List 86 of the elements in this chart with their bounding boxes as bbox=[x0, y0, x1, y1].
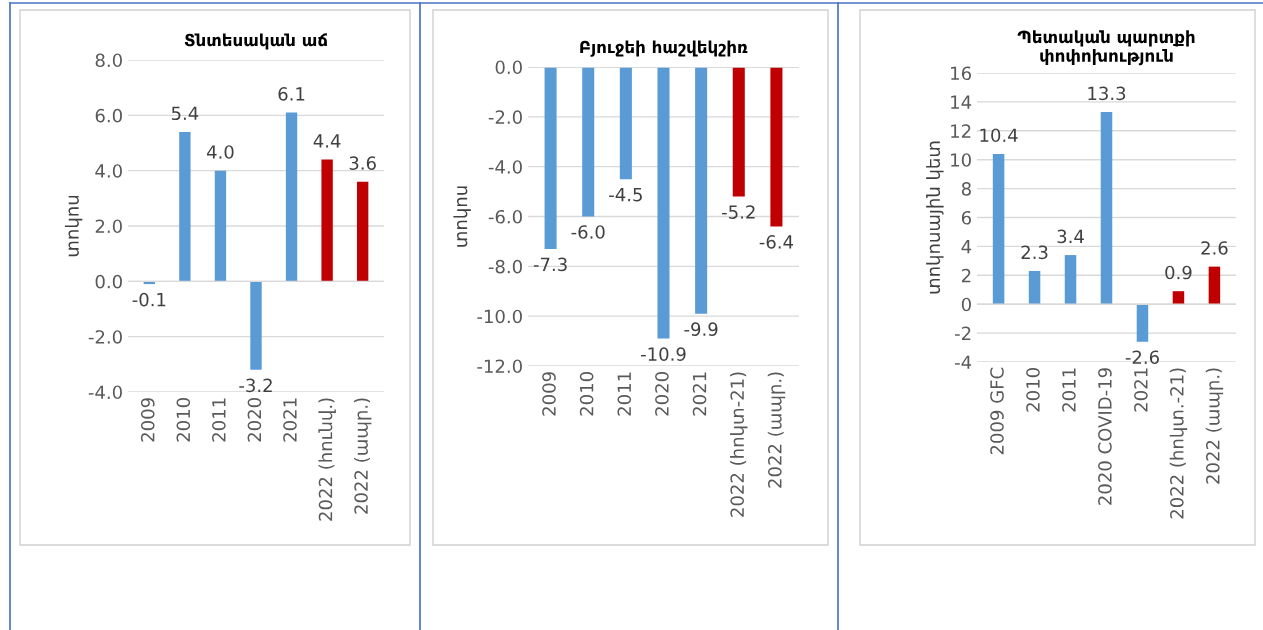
y-tick-label: -8.0 bbox=[488, 259, 522, 274]
y-tick-label: -2.0 bbox=[88, 330, 122, 344]
x-tick-label: 2022 (ապր.) bbox=[767, 372, 786, 488]
data-label: -4.5 bbox=[609, 188, 642, 202]
x-tick-label: 2020 COVID-19 bbox=[1098, 368, 1112, 505]
bar bbox=[285, 112, 298, 282]
y-tick-label: 6.0 bbox=[95, 108, 122, 123]
x-tick-label: 2022 (հոկտ.-21) bbox=[1169, 368, 1188, 519]
y-tick-label: 0 bbox=[961, 297, 971, 312]
x-tick-label: 2010 bbox=[176, 398, 191, 442]
chart-title: Պետական պարտքի փոփոխություն bbox=[1017, 30, 1195, 66]
x-tick-label: 2011 bbox=[1062, 368, 1076, 412]
y-tick-label: 4 bbox=[961, 240, 972, 254]
data-label: -0.1 bbox=[132, 292, 166, 307]
bar bbox=[250, 281, 262, 370]
data-label: 13.3 bbox=[1088, 86, 1126, 101]
data-label: 10.4 bbox=[980, 128, 1018, 143]
bar bbox=[1136, 304, 1149, 342]
data-label: -9.9 bbox=[684, 322, 718, 336]
y-tick-label: 16 bbox=[951, 66, 971, 81]
x-tick-label: 2022 (ապր.) bbox=[353, 398, 372, 514]
x-tick-label: 2021 bbox=[1134, 368, 1148, 412]
x-tick-label: 2020 bbox=[247, 398, 262, 442]
x-tick-label: 2022 (ապր.) bbox=[1205, 368, 1224, 484]
data-label: 5.4 bbox=[171, 106, 199, 121]
y-tick-label: 0.0 bbox=[495, 60, 522, 75]
y-tick-label: 12 bbox=[951, 124, 971, 138]
data-label: -3.2 bbox=[239, 378, 272, 393]
y-tick-label: -2.0 bbox=[488, 110, 522, 124]
y-tick-label: 8 bbox=[961, 182, 971, 196]
x-tick-label: 2020 bbox=[655, 372, 669, 416]
x-tick-label: 2011 bbox=[212, 398, 226, 442]
x-tick-label: 2009 bbox=[542, 372, 556, 416]
bar bbox=[992, 153, 1005, 305]
data-label: 2.6 bbox=[1201, 241, 1228, 255]
y-tick-label: 8.0 bbox=[95, 53, 122, 68]
y-tick-label: -4 bbox=[955, 355, 972, 369]
data-label: -5.2 bbox=[722, 205, 755, 219]
data-label: 6.1 bbox=[278, 87, 305, 101]
y-tick-label: -10.0 bbox=[477, 309, 522, 324]
y-tick-label: 6 bbox=[961, 210, 971, 225]
bar bbox=[1064, 255, 1077, 305]
y-tick-label: -4.0 bbox=[488, 160, 522, 174]
x-tick-label: 2021 bbox=[283, 398, 297, 442]
bar bbox=[321, 159, 333, 282]
data-label: 0.9 bbox=[1165, 265, 1192, 280]
y-tick-label: 2 bbox=[961, 268, 971, 283]
data-label: 3.6 bbox=[349, 156, 376, 170]
y-axis-title: տոկոս bbox=[453, 186, 471, 247]
bar bbox=[214, 170, 227, 282]
y-tick-label: 0.0 bbox=[95, 274, 122, 289]
y-tick-label: -4.0 bbox=[88, 385, 122, 400]
y-tick-label: 4.0 bbox=[95, 164, 122, 178]
y-tick-label: 10 bbox=[951, 153, 971, 167]
chart-title: Տնտեսական աճ bbox=[184, 33, 327, 50]
chart-title: Բյուջեի հաշվեկշիռ bbox=[580, 40, 748, 57]
data-label: -2.6 bbox=[1125, 350, 1159, 365]
data-label: -6.0 bbox=[571, 225, 605, 239]
data-label: 4.4 bbox=[313, 134, 341, 148]
y-tick-label: 2.0 bbox=[95, 219, 122, 234]
bar bbox=[1172, 291, 1185, 305]
bar bbox=[1028, 270, 1041, 305]
data-label: 4.0 bbox=[206, 145, 234, 159]
data-label: -6.4 bbox=[759, 235, 794, 249]
y-tick-label: -6.0 bbox=[488, 209, 522, 224]
data-label: 3.4 bbox=[1057, 229, 1084, 244]
data-label: -10.9 bbox=[641, 347, 686, 361]
bar bbox=[179, 131, 191, 282]
y-axis-title: տոկոսային կետ bbox=[926, 141, 944, 294]
x-tick-label: 2022 (հունվ.) bbox=[318, 398, 336, 521]
y-tick-label: 14 bbox=[951, 95, 972, 109]
x-tick-label: 2010 bbox=[579, 372, 594, 416]
x-tick-label: 2011 bbox=[617, 372, 632, 416]
y-tick-label: -2 bbox=[955, 326, 971, 340]
bar bbox=[356, 181, 369, 282]
data-label: -7.3 bbox=[533, 257, 567, 272]
data-label: 2.3 bbox=[1021, 245, 1048, 260]
x-tick-label: 2010 bbox=[1026, 368, 1040, 412]
bar bbox=[1208, 266, 1221, 305]
x-tick-label: 2022 (հոկտ-21) bbox=[730, 372, 748, 517]
y-tick-label: -12.0 bbox=[477, 359, 522, 374]
y-axis-title: տոկոս bbox=[64, 195, 83, 257]
x-tick-label: 2009 GFC bbox=[990, 367, 1004, 455]
x-tick-label: 2021 bbox=[692, 372, 707, 416]
bar bbox=[1100, 112, 1113, 305]
x-tick-label: 2009 bbox=[140, 398, 155, 442]
